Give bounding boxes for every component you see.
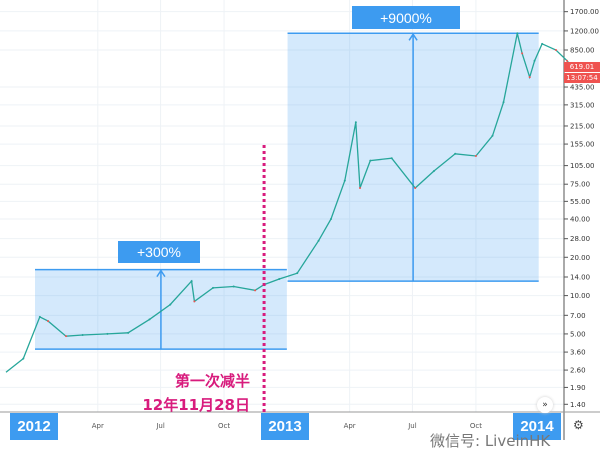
price-point	[65, 335, 68, 338]
price-point	[193, 300, 196, 303]
price-point	[533, 59, 536, 62]
y-tick-label: 7.00	[570, 312, 586, 320]
year-2014-badge: 2014	[513, 413, 561, 440]
y-tick-label: 2.60	[570, 367, 586, 375]
price-point	[541, 42, 544, 45]
price-point	[254, 289, 257, 292]
arrow-head-icon	[408, 32, 418, 41]
y-tick-label: 3.60	[570, 349, 586, 357]
year-2012-badge: 2012	[10, 413, 58, 440]
gain-300-label: +300%	[118, 241, 200, 263]
price-point	[22, 357, 25, 360]
y-tick-label: 55.00	[570, 198, 590, 206]
price-point	[317, 239, 320, 242]
y-tick-label: 28.00	[570, 235, 590, 243]
gain-9000-label: +9000%	[352, 6, 460, 29]
price-point	[528, 76, 531, 79]
year-2013-badge: 2013	[261, 413, 309, 440]
price-point	[343, 179, 346, 182]
arrow-head-icon	[156, 269, 166, 278]
price-point	[278, 278, 281, 281]
y-tick-label: 1700.00	[570, 8, 599, 16]
y-tick-label: 20.00	[570, 254, 590, 262]
x-month-label: Jul	[407, 422, 417, 430]
x-month-label: Apr	[344, 422, 356, 430]
price-point	[296, 272, 299, 275]
price-point	[390, 157, 393, 160]
price-point	[148, 318, 151, 321]
y-tick-label: 215.00	[570, 122, 595, 130]
price-point	[554, 48, 557, 51]
price-point	[369, 159, 372, 162]
y-tick-label: 40.00	[570, 215, 590, 223]
price-point	[565, 59, 568, 62]
y-tick-label: 1.40	[570, 401, 586, 409]
price-point	[38, 315, 41, 318]
price-point	[330, 217, 333, 220]
y-tick-label: 155.00	[570, 141, 595, 149]
price-point	[81, 334, 84, 337]
x-month-label: Apr	[92, 422, 104, 430]
watermark: 微信号: LiveinHK	[430, 432, 551, 450]
x-month-label: Oct	[470, 422, 482, 430]
price-point	[47, 320, 50, 323]
countdown-label: 13:07:54	[564, 73, 600, 83]
y-tick-label: 1200.00	[570, 27, 599, 35]
y-tick-label: 5.00	[570, 330, 586, 338]
y-tick-label: 75.00	[570, 181, 590, 189]
price-point	[432, 170, 435, 173]
y-tick-label: 315.00	[570, 101, 595, 109]
halving-date: 12年11月28日	[142, 396, 250, 414]
price-point	[106, 332, 109, 335]
y-tick-label: 1.90	[570, 384, 586, 392]
price-point	[521, 52, 524, 55]
price-point	[516, 32, 519, 35]
settings-gear-icon[interactable]: ⚙	[573, 418, 584, 432]
price-point	[232, 285, 235, 288]
x-month-label: Oct	[218, 422, 230, 430]
last-price-label: 619.01	[564, 62, 600, 72]
price-point	[169, 303, 172, 306]
price-point	[190, 280, 193, 283]
y-tick-label: 105.00	[570, 162, 595, 170]
y-tick-label: 435.00	[570, 84, 595, 92]
price-point	[212, 286, 215, 289]
halving-title: 第一次减半	[174, 372, 250, 390]
price-point	[414, 187, 417, 190]
y-tick-label: 14.00	[570, 274, 590, 282]
y-tick-label: 10.00	[570, 292, 590, 300]
y-tick-label: 850.00	[570, 46, 595, 54]
price-point	[454, 152, 457, 155]
price-line	[5, 33, 581, 373]
price-point	[354, 121, 357, 124]
price-point	[358, 187, 361, 190]
x-month-label: Jul	[155, 422, 165, 430]
price-point	[491, 134, 494, 137]
price-point	[474, 154, 477, 157]
price-point	[502, 101, 505, 104]
scroll-to-latest-button[interactable]: »	[537, 397, 553, 413]
price-point	[127, 331, 130, 334]
